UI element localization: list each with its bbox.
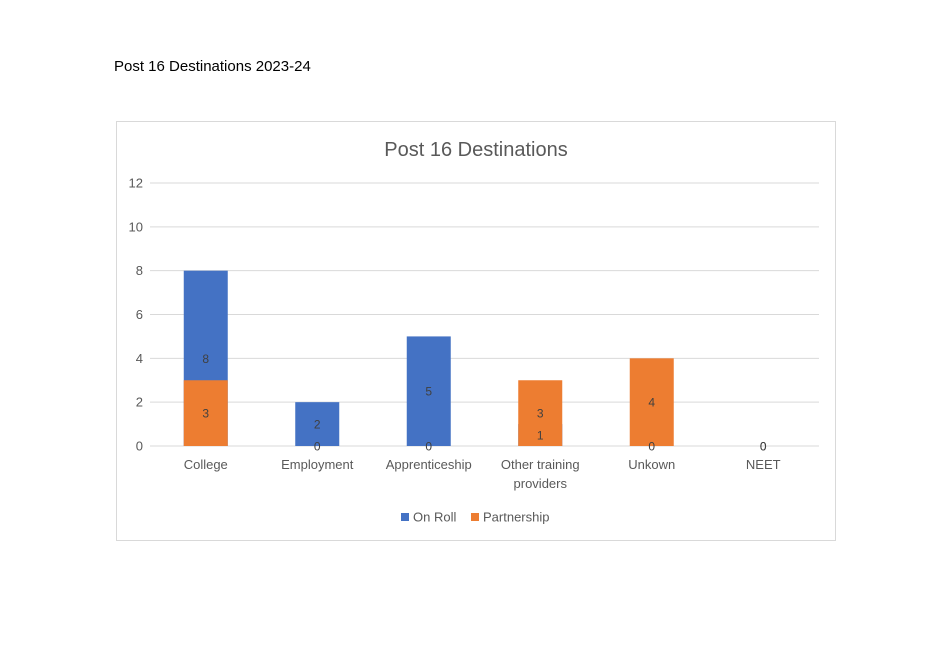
bar-on-roll xyxy=(295,402,340,446)
x-category-label: Unkown xyxy=(628,457,675,472)
data-label: 5 xyxy=(425,385,432,399)
legend-label: On Roll xyxy=(413,510,456,525)
y-tick-label: 2 xyxy=(136,395,143,410)
data-label: 0 xyxy=(425,440,432,454)
legend-swatch xyxy=(401,513,409,521)
bar-partnership xyxy=(518,380,563,446)
data-label: 0 xyxy=(648,440,655,454)
chart-title: Post 16 Destinations xyxy=(384,139,567,161)
chart-container: Post 16 Destinations 0 2 4 6 8 10 12 8 3 2 0 5 0 1 3 0… xyxy=(116,121,836,541)
legend-label: Partnership xyxy=(483,510,549,525)
legend: On Roll Partnership xyxy=(401,510,549,525)
x-category-label: Other training xyxy=(501,457,580,472)
data-label: 2 xyxy=(314,418,321,432)
data-label: 3 xyxy=(537,407,544,421)
bar-partnership xyxy=(629,358,674,446)
data-label: 0 xyxy=(760,440,767,454)
y-tick-label: 4 xyxy=(136,351,143,366)
bar-partnership xyxy=(183,380,228,446)
document-heading: Post 16 Destinations 2023-24 xyxy=(114,58,311,75)
y-tick-label: 0 xyxy=(136,439,143,454)
x-category-label: College xyxy=(184,457,228,472)
bars xyxy=(183,270,674,446)
y-tick-label: 6 xyxy=(136,307,143,322)
data-label: 1 xyxy=(537,429,544,443)
legend-swatch xyxy=(471,513,479,521)
y-axis-ticks: 0 2 4 6 8 10 12 xyxy=(129,176,143,454)
x-axis-categories: College Employment Apprenticeship Other tra… xyxy=(184,457,781,491)
x-category-label: NEET xyxy=(746,457,781,472)
y-tick-label: 12 xyxy=(129,176,143,191)
stacked-bar-chart: Post 16 Destinations 0 2 4 6 8 10 12 8 3 2 0 5 0 1 3 0… xyxy=(129,139,819,525)
data-label: 4 xyxy=(648,396,655,410)
y-tick-label: 8 xyxy=(136,263,143,278)
data-label: 0 xyxy=(314,440,321,454)
y-tick-label: 10 xyxy=(129,219,143,234)
gridlines xyxy=(150,182,819,447)
x-category-label: providers xyxy=(514,476,568,491)
x-category-label: Employment xyxy=(281,457,354,472)
data-label: 0 xyxy=(760,440,767,454)
bar-on-roll xyxy=(406,336,451,446)
data-label: 8 xyxy=(202,352,209,366)
data-label: 3 xyxy=(202,407,209,421)
x-category-label: Apprenticeship xyxy=(386,457,472,472)
